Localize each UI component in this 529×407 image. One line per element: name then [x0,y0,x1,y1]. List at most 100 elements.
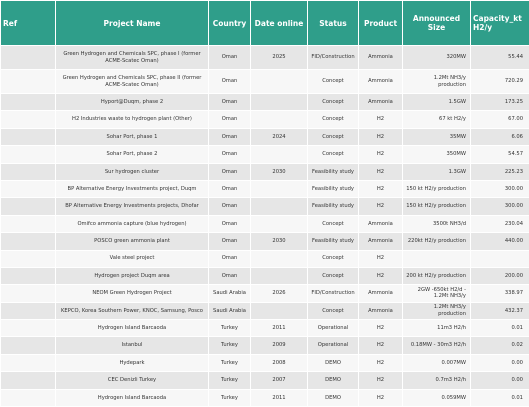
ref-cell [1,354,56,371]
table-cell [251,250,308,267]
table-cell: H2 [359,372,403,389]
table-cell: Ammonia [359,94,403,111]
table-cell: 320MW [403,46,471,70]
table-cell: Feasibility study [308,233,359,250]
table-cell: Operational [308,320,359,337]
table-cell: Ammonia [359,285,403,302]
table-cell: 200 kt H2/y production [403,267,471,284]
table-cell [251,146,308,163]
table-cell: DEMO [308,372,359,389]
table-cell: Hydrogen Island Barcaoda [56,320,209,337]
table-cell: Concept [308,302,359,319]
table-cell: Operational [308,337,359,354]
table-cell: Saudi Arabia [209,285,251,302]
table-cell: H2 [359,389,403,406]
table-cell: H2 [359,320,403,337]
table-cell: Oman [209,46,251,70]
table-cell: Concept [308,146,359,163]
table-cell [251,267,308,284]
table-cell: 2024 [251,128,308,145]
ref-cell [1,128,56,145]
table-body: Green Hydrogen and Chemicals SPC, phase … [1,46,529,407]
table-cell: Ammonia [359,70,403,94]
table-cell: Feasibility study [308,198,359,215]
table-cell: Oman [209,180,251,197]
table-cell: Sohar Port, phase 2 [56,146,209,163]
table-cell: Oman [209,70,251,94]
ref-cell [1,250,56,267]
table-cell: 0.7m3 H2/h [403,372,471,389]
table-cell: H2 [359,128,403,145]
table-cell: 2008 [251,354,308,371]
table-cell: H2 [359,163,403,180]
table-cell: Turkey [209,372,251,389]
table-cell: Ammonia [359,215,403,232]
table-cell: Turkey [209,320,251,337]
table-cell [251,94,308,111]
column-header: Country [209,1,251,46]
table-cell: H2 [359,198,403,215]
table-cell: Concept [308,267,359,284]
table-cell: 0.00 [471,372,529,389]
table-cell: H2 [359,180,403,197]
table-cell: FID/Construction [308,46,359,70]
table-row: KEPCO, Korea Southern Power, KNOC, Samsu… [1,302,529,319]
table-cell: H2 Industries waste to hydrogen plant (O… [56,111,209,128]
table-cell: 2030 [251,163,308,180]
table-row: H2 Industries waste to hydrogen plant (O… [1,111,529,128]
table-cell: Sohar Port, phase 1 [56,128,209,145]
table-cell: 440.00 [471,233,529,250]
table-cell: 2011 [251,389,308,406]
table-cell: POSCO green ammonia plant [56,233,209,250]
table-cell: 150 kt H2/y production [403,198,471,215]
table-cell: H2 [359,354,403,371]
table-cell: Saudi Arabia [209,302,251,319]
table-cell: Green Hydrogen and Chemicals SPC, phase … [56,70,209,94]
table-row: BP Alternative Energy Investments projec… [1,198,529,215]
table-cell: 1.3GW [403,163,471,180]
table-cell: H2 [359,111,403,128]
table-row: Omifco ammonia capture (blue hydrogen)Om… [1,215,529,232]
table-cell: 720.29 [471,70,529,94]
ref-cell [1,180,56,197]
table-row: Green Hydrogen and Chemicals SPC, phase … [1,46,529,70]
table-cell: 2025 [251,46,308,70]
table-cell: H2 [359,146,403,163]
ref-cell [1,320,56,337]
table-cell: Oman [209,267,251,284]
table-cell: Ammonia [359,233,403,250]
table-cell: 200.00 [471,267,529,284]
table-cell: 11m3 H2/h [403,320,471,337]
table-cell: FID/Construction [308,285,359,302]
table-cell: 0.01 [471,320,529,337]
table-cell [403,250,471,267]
table-cell: Omifco ammonia capture (blue hydrogen) [56,215,209,232]
table-cell: 2007 [251,372,308,389]
table-cell [251,215,308,232]
table-cell [251,302,308,319]
table-cell: 6.06 [471,128,529,145]
table-cell: Oman [209,163,251,180]
ref-cell [1,302,56,319]
table-cell [251,180,308,197]
table-cell: Vale steel project [56,250,209,267]
table-cell: Concept [308,128,359,145]
table-cell: Turkey [209,354,251,371]
column-header: Date online [251,1,308,46]
table-cell: 350MW [403,146,471,163]
table-cell: BP Alternative Energy Investments projec… [56,198,209,215]
table-cell: DEMO [308,354,359,371]
table-cell: Feasibility study [308,180,359,197]
table-cell: Feasibility study [308,163,359,180]
table-cell: Oman [209,146,251,163]
table-cell: NEOM Green Hydrogen Project [56,285,209,302]
